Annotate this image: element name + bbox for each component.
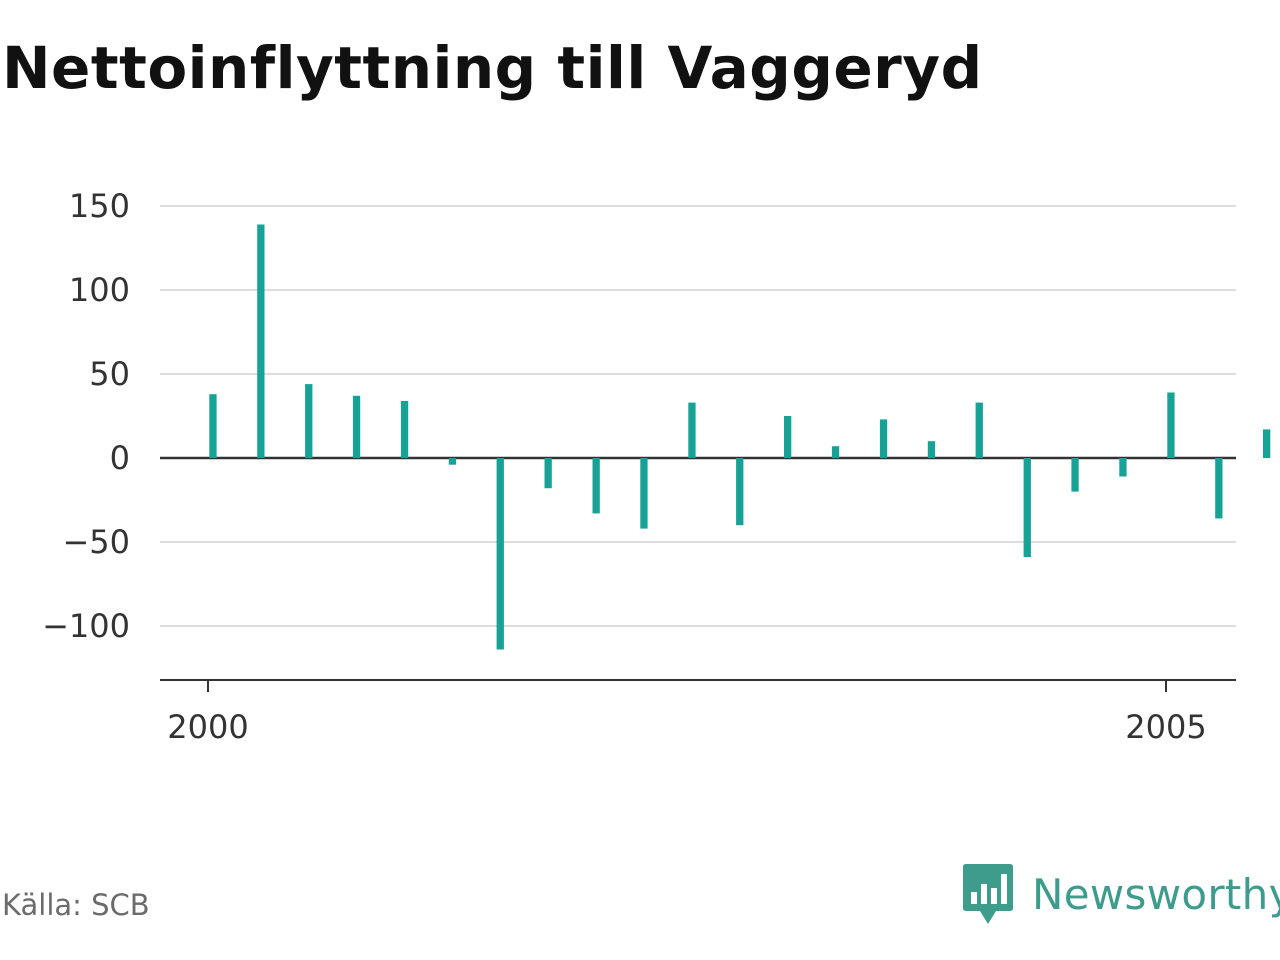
x-tick-label: 2005 <box>1125 708 1206 746</box>
bar <box>831 446 840 458</box>
bar <box>1215 458 1223 519</box>
bar <box>1167 392 1175 458</box>
y-axis-labels: 150 100 50 0 −50 −100 <box>42 187 130 645</box>
bar <box>736 458 744 526</box>
y-tick-label: 150 <box>69 187 130 225</box>
bar <box>257 224 265 458</box>
bar <box>1071 458 1079 492</box>
y-tick-label: 0 <box>110 439 130 477</box>
bar <box>592 458 600 514</box>
bar <box>448 458 457 465</box>
bar <box>1263 429 1271 458</box>
brand-logo: Newsworthy <box>962 862 1280 926</box>
y-tick-label: −100 <box>42 607 130 645</box>
page-title: Nettoinflyttning till Vaggeryd <box>2 34 983 102</box>
bar <box>1119 458 1127 477</box>
x-axis: 200020052010201520202025 <box>160 679 1236 746</box>
bar <box>927 441 936 458</box>
bar <box>400 400 409 458</box>
y-tick-label: −50 <box>62 523 130 561</box>
x-tick-label: 2000 <box>167 708 248 746</box>
bar <box>879 419 888 458</box>
source-note: Källa: SCB <box>2 888 150 922</box>
gridlines <box>160 205 1236 627</box>
bar <box>496 458 504 650</box>
bar <box>975 402 983 458</box>
brand-name: Newsworthy <box>1032 869 1280 919</box>
y-tick-label: 50 <box>89 355 130 393</box>
y-tick-label: 100 <box>69 271 130 309</box>
bar <box>544 458 552 489</box>
bar <box>209 394 217 458</box>
bars <box>209 224 1271 650</box>
bar <box>1023 458 1031 558</box>
bar <box>352 395 361 458</box>
bar <box>784 416 792 458</box>
newsworthy-logo-icon <box>963 864 1013 924</box>
bar <box>305 384 313 458</box>
bar <box>640 458 648 529</box>
bar <box>688 402 696 458</box>
